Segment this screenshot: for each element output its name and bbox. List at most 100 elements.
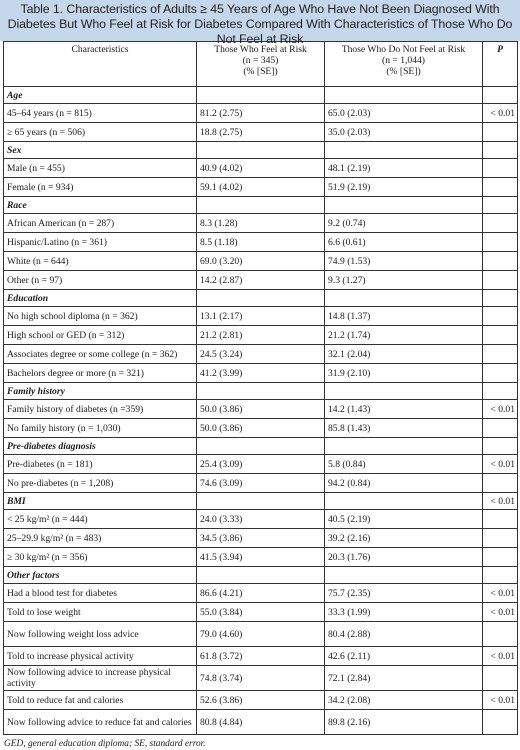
table-row: African American (n = 287) 8.3 (1.28) 9.2 … bbox=[3, 213, 518, 233]
not-at-risk-value: 14.2 (1.43) bbox=[324, 399, 483, 419]
row-label: Male (n = 455) bbox=[3, 158, 197, 178]
header-at-risk: Those Who Feel at Risk (n = 345) (% [SE]… bbox=[196, 41, 325, 87]
at-risk-value: 24.5 (3.24) bbox=[196, 344, 325, 364]
p-value bbox=[482, 363, 518, 383]
p-value bbox=[482, 251, 518, 271]
table-row: Hispanic/Latino (n = 361) 8.5 (1.18) 6.6 (… bbox=[3, 232, 518, 252]
at-risk-value: 41.2 (3.99) bbox=[196, 363, 325, 383]
not-at-risk-value: 85.8 (1.43) bbox=[324, 418, 483, 438]
table-row: Male (n = 455) 40.9 (4.02) 48.1 (2.19) bbox=[3, 158, 518, 178]
empty-cell bbox=[324, 382, 483, 400]
row-label: 25–29.9 kg/m² (n = 483) bbox=[3, 528, 197, 548]
p-value bbox=[482, 122, 518, 142]
p-value bbox=[482, 528, 518, 548]
not-at-risk-value: 35.0 (2.03) bbox=[324, 122, 483, 142]
section-heading: BMI bbox=[3, 492, 197, 510]
table-row: Female (n = 934) 59.1 (4.02) 51.9 (2.19) bbox=[3, 177, 518, 197]
section-p-value bbox=[482, 196, 518, 214]
at-risk-value: 86.6 (4.21) bbox=[196, 583, 325, 603]
p-value bbox=[482, 213, 518, 233]
row-label: No family history (n = 1,030) bbox=[3, 418, 197, 438]
row-label: White (n = 644) bbox=[3, 251, 197, 271]
table-row: Other (n = 97) 14.2 (2.87) 9.3 (1.27) bbox=[3, 270, 518, 290]
table-row: Told to reduce fat and calories 52.6 (3.8… bbox=[3, 690, 518, 710]
section-heading: Education bbox=[3, 289, 197, 307]
p-value bbox=[482, 232, 518, 252]
section-heading: Family history bbox=[3, 382, 197, 400]
row-label: High school or GED (n = 312) bbox=[3, 325, 197, 345]
section-row: Pre-diabetes diagnosis bbox=[3, 437, 518, 455]
p-value bbox=[482, 270, 518, 290]
table-title: Table 1. Characteristics of Adults ≥ 45 … bbox=[0, 0, 520, 46]
row-label: ≥ 65 years (n = 506) bbox=[3, 122, 197, 142]
p-value bbox=[482, 418, 518, 438]
p-value: < 0.01 bbox=[482, 583, 518, 603]
characteristics-table: Characteristics Those Who Feel at Risk (… bbox=[3, 41, 518, 735]
section-row: Race bbox=[3, 196, 518, 214]
not-at-risk-value: 74.9 (1.53) bbox=[324, 251, 483, 271]
not-at-risk-value: 33.3 (1.99) bbox=[324, 602, 483, 622]
section-p-value bbox=[482, 566, 518, 584]
header-not-at-risk: Those Who Do Not Feel at Risk (n = 1,044… bbox=[324, 41, 483, 87]
empty-cell bbox=[324, 141, 483, 159]
table-row: Now following advice to increase physica… bbox=[3, 665, 518, 691]
at-risk-value: 69.0 (3.20) bbox=[196, 251, 325, 271]
section-p-value bbox=[482, 289, 518, 307]
not-at-risk-value: 5.8 (0.84) bbox=[324, 454, 483, 474]
section-p-value bbox=[482, 86, 518, 104]
header-at-risk-n: (n = 345) bbox=[242, 55, 279, 66]
row-label: Hispanic/Latino (n = 361) bbox=[3, 232, 197, 252]
empty-cell bbox=[196, 289, 325, 307]
row-label: Told to increase physical activity bbox=[3, 646, 197, 666]
table-footnote: GED, general education diploma; SE, stan… bbox=[4, 739, 206, 749]
not-at-risk-value: 6.6 (0.61) bbox=[324, 232, 483, 252]
empty-cell bbox=[324, 566, 483, 584]
row-label: ≥ 30 kg/m² (n = 356) bbox=[3, 547, 197, 567]
row-label: Associates degree or some college (n = 3… bbox=[3, 344, 197, 364]
p-value: < 0.01 bbox=[482, 399, 518, 419]
table-row: ≥ 30 kg/m² (n = 356) 41.5 (3.94) 20.3 (1.7… bbox=[3, 547, 518, 567]
p-value bbox=[482, 325, 518, 345]
p-value: < 0.01 bbox=[482, 646, 518, 666]
p-value bbox=[482, 621, 518, 647]
at-risk-value: 13.1 (2.17) bbox=[196, 306, 325, 326]
at-risk-value: 41.5 (3.94) bbox=[196, 547, 325, 567]
table-row: No family history (n = 1,030) 50.0 (3.86)… bbox=[3, 418, 518, 438]
table-row: Now following advice to reduce fat and c… bbox=[3, 709, 518, 735]
not-at-risk-value: 20.3 (1.76) bbox=[324, 547, 483, 567]
section-p-value bbox=[482, 141, 518, 159]
row-label: Family history of diabetes (n =359) bbox=[3, 399, 197, 419]
at-risk-value: 34.5 (3.86) bbox=[196, 528, 325, 548]
section-heading: Race bbox=[3, 196, 197, 214]
header-at-risk-title: Those Who Feel at Risk bbox=[214, 44, 307, 55]
at-risk-value: 25.4 (3.09) bbox=[196, 454, 325, 474]
table-header-row: Characteristics Those Who Feel at Risk (… bbox=[3, 41, 518, 87]
p-value: < 0.01 bbox=[482, 602, 518, 622]
row-label: Now following advice to increase physica… bbox=[3, 665, 197, 691]
section-row: Family history bbox=[3, 382, 518, 400]
header-not-at-risk-title: Those Who Do Not Feel at Risk bbox=[341, 44, 466, 55]
table-row: Had a blood test for diabetes 86.6 (4.21)… bbox=[3, 583, 518, 603]
not-at-risk-value: 89.8 (2.16) bbox=[324, 709, 483, 735]
p-value: < 0.01 bbox=[482, 454, 518, 474]
row-label: Other (n = 97) bbox=[3, 270, 197, 290]
section-heading: Other factors bbox=[3, 566, 197, 584]
at-risk-value: 21.2 (2.81) bbox=[196, 325, 325, 345]
table-row: 25–29.9 kg/m² (n = 483) 34.5 (3.86) 39.2 (… bbox=[3, 528, 518, 548]
not-at-risk-value: 9.3 (1.27) bbox=[324, 270, 483, 290]
at-risk-value: 50.0 (3.86) bbox=[196, 418, 325, 438]
section-row: BMI < 0.01 bbox=[3, 492, 518, 510]
section-heading: Age bbox=[3, 86, 197, 104]
header-not-at-risk-unit: (% [SE]) bbox=[386, 66, 421, 77]
row-label: Pre-diabetes (n = 181) bbox=[3, 454, 197, 474]
header-at-risk-unit: (% [SE]) bbox=[243, 66, 278, 77]
not-at-risk-value: 31.9 (2.10) bbox=[324, 363, 483, 383]
empty-cell bbox=[196, 566, 325, 584]
section-p-value bbox=[482, 382, 518, 400]
p-value: < 0.01 bbox=[482, 690, 518, 710]
at-risk-value: 74.6 (3.09) bbox=[196, 473, 325, 493]
row-label: African American (n = 287) bbox=[3, 213, 197, 233]
p-value bbox=[482, 344, 518, 364]
not-at-risk-value: 40.5 (2.19) bbox=[324, 509, 483, 529]
section-p-value: < 0.01 bbox=[482, 492, 518, 510]
